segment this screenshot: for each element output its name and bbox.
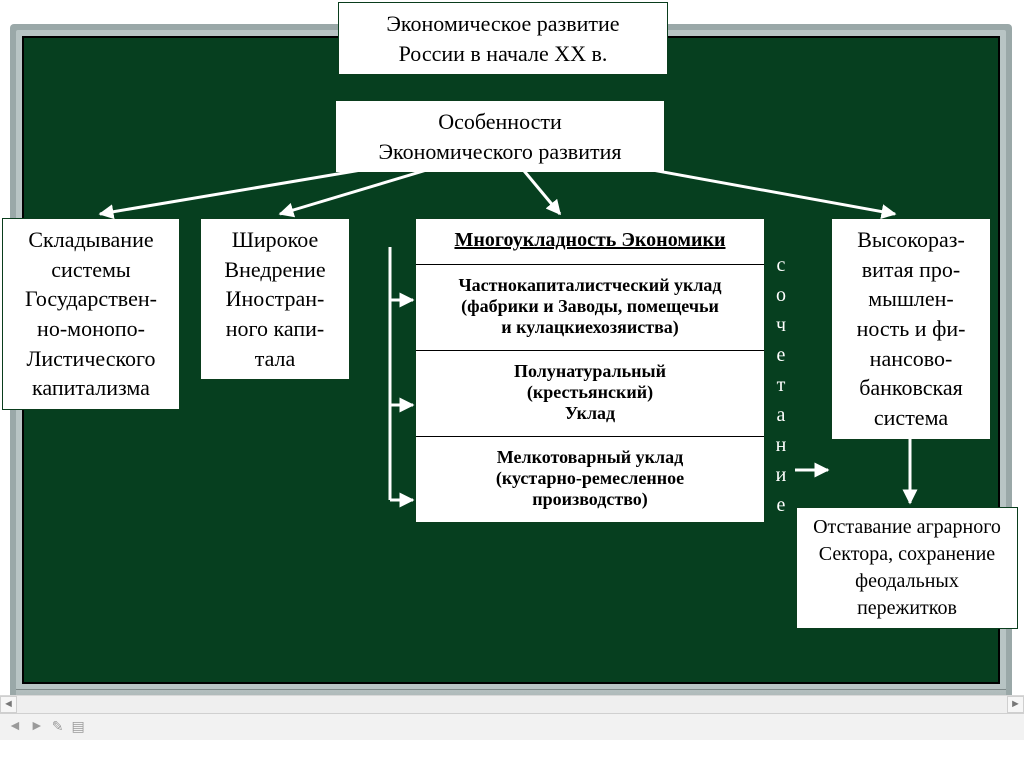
multi-title-row: Многоукладность Экономики	[416, 219, 764, 265]
feature4-l7: система	[840, 403, 982, 433]
multi-r3-l3: производство)	[428, 489, 752, 510]
multi-r1-l2: (фабрики и Заводы, помещечьи	[428, 296, 752, 317]
feature1-l3: Государствен-	[11, 284, 171, 314]
feature4-l6: банковская	[840, 373, 982, 403]
agrarian-lag-box: Отставание аграрного Сектора, сохранение…	[796, 507, 1018, 629]
feature-box-4: Высокораз- витая про- мышлен- ность и фи…	[831, 218, 991, 440]
slide: Экономическое развитие России в начале X…	[0, 0, 1024, 740]
multi-row-2: Полунатуральный (крестьянский) Уклад	[416, 351, 764, 437]
sochet-1: о	[770, 280, 792, 310]
feature1-l1: Складывание	[11, 225, 171, 255]
title-line2: России в начале XX в.	[347, 39, 659, 69]
sochet-5: а	[770, 400, 792, 430]
sochetanie-vertical: с о ч е т а н и е	[770, 250, 792, 520]
multi-row-1: Частнокапиталистческий уклад (фабрики и …	[416, 265, 764, 351]
multi-r1-l1: Частнокапиталистческий уклад	[428, 275, 752, 296]
feature4-l4: ность и фи-	[840, 314, 982, 344]
feature1-l6: капитализма	[11, 373, 171, 403]
lag-l4: пережитков	[805, 595, 1009, 622]
viewer-controls: ◄ ► ✎ ▤	[0, 713, 1024, 740]
subhead-line1: Особенности	[344, 107, 656, 137]
feature4-l5: нансово-	[840, 344, 982, 374]
feature1-l4: но-монопо-	[11, 314, 171, 344]
title-box: Экономическое развитие России в начале X…	[338, 2, 668, 75]
feature2-l2: Внедрение	[209, 255, 341, 285]
feature2-l4: ного капи-	[209, 314, 341, 344]
tool-pen-icon[interactable]: ✎	[52, 719, 64, 736]
multi-r2-l2: (крестьянский)	[428, 382, 752, 403]
horizontal-scrollbar[interactable]: ◄ ►	[0, 695, 1024, 713]
next-slide-icon[interactable]: ►	[30, 719, 44, 735]
sochet-2: ч	[770, 310, 792, 340]
prev-slide-icon[interactable]: ◄	[8, 719, 22, 735]
multi-r2-l3: Уклад	[428, 403, 752, 424]
sochet-3: е	[770, 340, 792, 370]
feature2-l1: Широкое	[209, 225, 341, 255]
scroll-right-button[interactable]: ►	[1007, 696, 1024, 713]
lag-l1: Отставание аграрного	[805, 514, 1009, 541]
scroll-left-button[interactable]: ◄	[0, 696, 17, 713]
multi-economy-box: Многоукладность Экономики Частнокапитали…	[415, 218, 765, 523]
multi-title: Многоукладность Экономики	[454, 229, 725, 255]
multi-r2-l1: Полунатуральный	[428, 361, 752, 382]
feature-box-2: Широкое Внедрение Иностран- ного капи- т…	[200, 218, 350, 380]
feature2-l3: Иностран-	[209, 284, 341, 314]
multi-row-3: Мелкотоварный уклад (кустарно-ремесленно…	[416, 437, 764, 522]
sochet-6: н	[770, 430, 792, 460]
sochet-7: и	[770, 460, 792, 490]
feature1-l2: системы	[11, 255, 171, 285]
multi-r3-l2: (кустарно-ремесленное	[428, 468, 752, 489]
feature1-l5: Листического	[11, 344, 171, 374]
feature4-l1: Высокораз-	[840, 225, 982, 255]
lag-l2: Сектора, сохранение	[805, 541, 1009, 568]
sochet-0: с	[770, 250, 792, 280]
multi-r3-l1: Мелкотоварный уклад	[428, 447, 752, 468]
feature-box-1: Складывание системы Государствен- но-мон…	[2, 218, 180, 410]
title-line1: Экономическое развитие	[347, 9, 659, 39]
feature4-l3: мышлен-	[840, 284, 982, 314]
sochet-8: е	[770, 490, 792, 520]
tool-menu-icon[interactable]: ▤	[71, 719, 84, 736]
feature4-l2: витая про-	[840, 255, 982, 285]
subhead-line2: Экономического развития	[344, 137, 656, 167]
lag-l3: феодальных	[805, 568, 1009, 595]
multi-r1-l3: и кулацкиехозяиства)	[428, 317, 752, 338]
sochet-4: т	[770, 370, 792, 400]
feature2-l5: тала	[209, 344, 341, 374]
subhead-box: Особенности Экономического развития	[335, 100, 665, 173]
